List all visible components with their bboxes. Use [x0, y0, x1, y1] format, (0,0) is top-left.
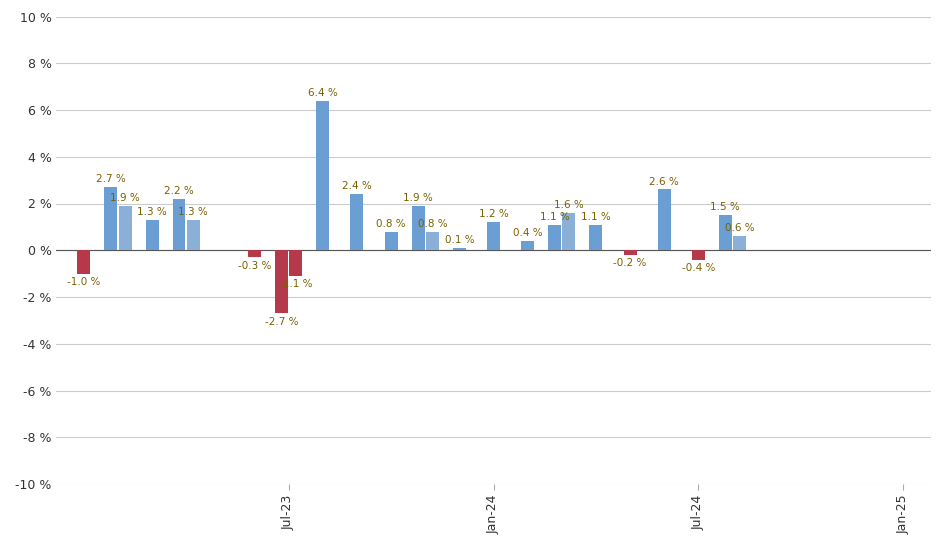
Text: 1.9 %: 1.9 % — [110, 193, 140, 203]
Bar — [274, 250, 288, 313]
Text: 0.6 %: 0.6 % — [725, 223, 755, 233]
Text: 1.1 %: 1.1 % — [540, 212, 570, 222]
Bar — [453, 248, 466, 250]
Bar — [487, 222, 500, 250]
Text: -0.2 %: -0.2 % — [614, 258, 647, 268]
Text: 0.8 %: 0.8 % — [376, 219, 406, 229]
Text: 2.6 %: 2.6 % — [650, 177, 679, 186]
Text: 0.8 %: 0.8 % — [417, 219, 447, 229]
Text: -0.3 %: -0.3 % — [238, 261, 271, 271]
Text: 2.7 %: 2.7 % — [96, 174, 126, 184]
Text: 1.6 %: 1.6 % — [554, 200, 584, 210]
Text: 0.1 %: 0.1 % — [445, 235, 474, 245]
Bar — [412, 206, 425, 250]
Bar — [384, 232, 398, 250]
Text: 0.4 %: 0.4 % — [513, 228, 542, 238]
Bar — [187, 220, 200, 250]
Bar — [623, 250, 636, 255]
Text: 1.9 %: 1.9 % — [403, 193, 433, 203]
Text: 1.3 %: 1.3 % — [137, 207, 167, 217]
Text: 1.3 %: 1.3 % — [179, 207, 209, 217]
Text: 6.4 %: 6.4 % — [308, 88, 337, 98]
Bar — [589, 224, 603, 250]
Text: 2.2 %: 2.2 % — [164, 186, 194, 196]
Bar — [316, 101, 329, 250]
Text: 1.2 %: 1.2 % — [478, 210, 509, 219]
Text: -2.7 %: -2.7 % — [265, 317, 298, 327]
Bar — [77, 250, 90, 274]
Bar — [351, 194, 364, 250]
Bar — [733, 236, 746, 250]
Bar — [719, 215, 732, 250]
Text: 2.4 %: 2.4 % — [342, 182, 372, 191]
Bar — [118, 206, 132, 250]
Text: 1.5 %: 1.5 % — [711, 202, 740, 212]
Bar — [173, 199, 185, 250]
Bar — [548, 224, 561, 250]
Text: 1.1 %: 1.1 % — [581, 212, 611, 222]
Bar — [426, 232, 439, 250]
Bar — [692, 250, 705, 260]
Bar — [658, 189, 671, 250]
Text: -1.1 %: -1.1 % — [279, 279, 312, 289]
Bar — [562, 213, 575, 250]
Bar — [146, 220, 159, 250]
Bar — [248, 250, 261, 257]
Text: -0.4 %: -0.4 % — [682, 263, 715, 273]
Bar — [104, 187, 118, 250]
Bar — [290, 250, 303, 276]
Bar — [521, 241, 534, 250]
Text: -1.0 %: -1.0 % — [67, 277, 101, 287]
